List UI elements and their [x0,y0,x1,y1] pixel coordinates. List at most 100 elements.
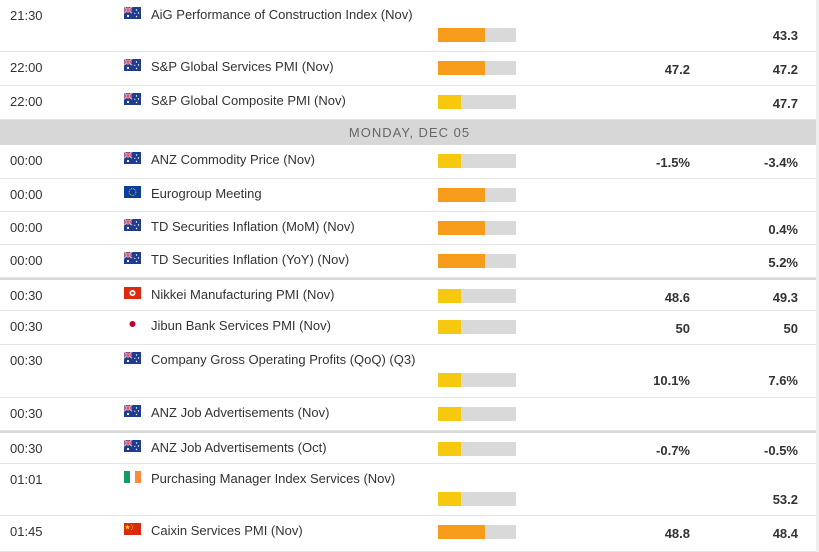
event-row[interactable]: 00:30 Nikkei Manufacturing PMI (Nov) 48.6 4… [0,278,819,311]
impact-bar [438,407,516,421]
australia-flag-icon [124,93,141,105]
consensus-value: 48.8 [664,526,690,541]
previous-value: 53.2 [772,492,798,507]
event-time: 00:30 [10,406,43,421]
event-row[interactable]: 00:30 Company Gross Operating Profits (Qo… [0,345,819,398]
impact-bar [438,221,516,235]
australia-flag-icon [124,440,141,452]
impact-bar-fill [438,28,485,42]
event-time: 22:00 [10,94,43,109]
event-name[interactable]: ANZ Job Advertisements (Oct) [151,440,327,455]
japan-flag-icon [124,318,141,330]
impact-bar-fill [438,407,461,421]
impact-bar [438,320,516,334]
event-row[interactable]: 00:00 TD Securities Inflation (YoY) (Nov)… [0,245,819,278]
impact-bar-fill [438,254,485,268]
impact-bar-fill [438,188,485,202]
consensus-value: -1.5% [656,155,690,170]
event-time: 00:00 [10,220,43,235]
event-row[interactable]: 00:30 Jibun Bank Services PMI (Nov) 50 50 [0,311,819,345]
event-name[interactable]: Purchasing Manager Index Services (Nov) [151,471,396,486]
event-time: 00:30 [10,353,43,368]
event-name[interactable]: Jibun Bank Services PMI (Nov) [151,318,331,333]
impact-bar [438,254,516,268]
event-name[interactable]: AiG Performance of Construction Index (N… [151,7,413,22]
event-row[interactable]: 21:30 AiG Performance of Construction Ind… [0,0,819,52]
hongkong-flag-icon [124,287,141,299]
australia-flag-icon [124,59,141,71]
event-row[interactable]: 00:30 ANZ Job Advertisements (Oct) -0.7% -0… [0,431,819,464]
australia-flag-icon [124,352,141,364]
event-row[interactable]: 01:45 Caixin Services PMI (Nov) 48.8 48.4 [0,516,819,552]
scrollbar[interactable] [816,0,819,552]
impact-bar-fill [438,289,461,303]
event-row[interactable]: 00:00 TD Securities Inflation (MoM) (Nov)… [0,212,819,245]
impact-bar-fill [438,442,461,456]
event-name[interactable]: Eurogroup Meeting [151,186,262,201]
eu-flag-icon [124,186,141,198]
impact-bar-fill [438,221,485,235]
event-time: 01:01 [10,472,43,487]
impact-bar [438,95,516,109]
ireland-flag-icon [124,471,141,483]
previous-value: 49.3 [772,290,798,305]
consensus-value: 10.1% [653,373,690,388]
previous-value: -0.5% [764,443,798,458]
previous-value: 0.4% [768,222,798,237]
event-time: 22:00 [10,60,43,75]
event-time: 00:00 [10,187,43,202]
event-name[interactable]: TD Securities Inflation (MoM) (Nov) [151,219,355,234]
previous-value: 48.4 [772,526,798,541]
australia-flag-icon [124,152,141,164]
event-row[interactable]: 00:00 Eurogroup Meeting [0,179,819,212]
australia-flag-icon [124,252,141,264]
event-name[interactable]: S&P Global Composite PMI (Nov) [151,93,346,108]
impact-bar-fill [438,154,461,168]
previous-value: -3.4% [764,155,798,170]
australia-flag-icon [124,405,141,417]
previous-value: 47.2 [772,62,798,77]
australia-flag-icon [124,219,141,231]
event-time: 00:30 [10,441,43,456]
impact-bar [438,525,516,539]
consensus-value: 47.2 [664,62,690,77]
previous-value: 47.7 [772,96,798,111]
event-name[interactable]: Caixin Services PMI (Nov) [151,523,303,538]
consensus-value: -0.7% [656,443,690,458]
impact-bar-fill [438,525,485,539]
event-time: 01:45 [10,524,43,539]
impact-bar [438,289,516,303]
impact-bar [438,188,516,202]
event-name[interactable]: ANZ Job Advertisements (Nov) [151,405,330,420]
event-row[interactable]: 22:00 S&P Global Composite PMI (Nov) 47.7 [0,86,819,120]
australia-flag-icon [124,7,141,19]
impact-bar-fill [438,320,461,334]
event-row[interactable]: 01:01 Purchasing Manager Index Services (… [0,464,819,516]
event-name[interactable]: ANZ Commodity Price (Nov) [151,152,315,167]
event-time: 00:00 [10,253,43,268]
event-row[interactable]: 22:00 S&P Global Services PMI (Nov) 47.2 47… [0,52,819,86]
event-name[interactable]: Nikkei Manufacturing PMI (Nov) [151,287,335,302]
event-row[interactable]: 00:30 ANZ Job Advertisements (Nov) [0,398,819,431]
impact-bar [438,61,516,75]
day-header: MONDAY, DEC 05 [0,120,819,145]
consensus-value: 48.6 [664,290,690,305]
previous-value: 50 [783,321,798,336]
impact-bar [438,154,516,168]
event-row[interactable]: 00:00 ANZ Commodity Price (Nov) -1.5% -3.4% [0,145,819,179]
event-time: 00:30 [10,319,43,334]
previous-value: 5.2% [768,255,798,270]
impact-bar-fill [438,373,461,387]
previous-value: 43.3 [772,28,798,43]
event-time: 21:30 [10,8,43,23]
impact-bar [438,373,516,387]
event-name[interactable]: Company Gross Operating Profits (QoQ) (Q… [151,352,416,367]
event-time: 00:00 [10,153,43,168]
impact-bar [438,492,516,506]
consensus-value: 50 [675,321,690,336]
event-time: 00:30 [10,288,43,303]
impact-bar [438,442,516,456]
previous-value: 7.6% [768,373,798,388]
event-name[interactable]: S&P Global Services PMI (Nov) [151,59,334,74]
event-name[interactable]: TD Securities Inflation (YoY) (Nov) [151,252,350,267]
